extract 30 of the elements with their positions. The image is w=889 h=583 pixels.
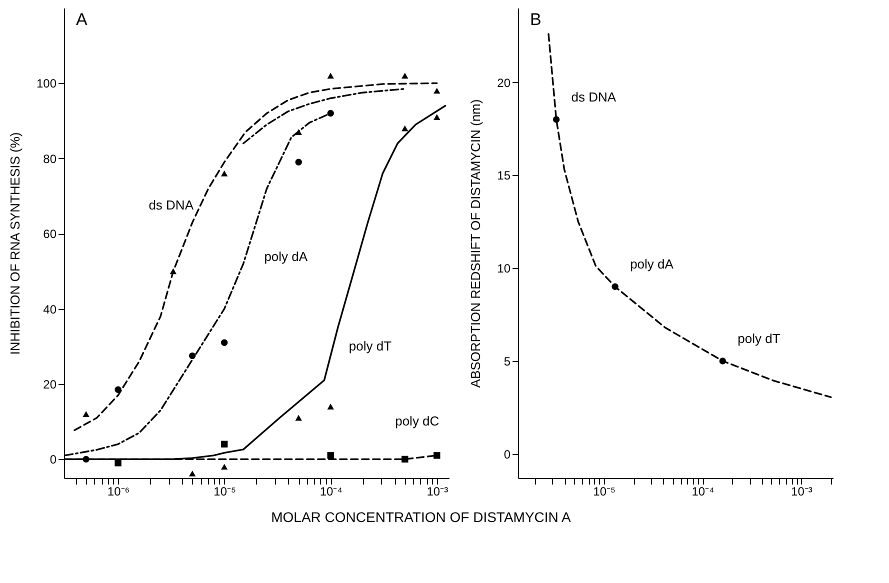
x-axis-title: MOLAR CONCENTRATION OF DISTAMYCIN A <box>271 509 572 525</box>
series-label: ds DNA <box>148 197 194 212</box>
y-tick-label: 80 <box>43 152 57 166</box>
y-tick-label: 100 <box>36 76 57 91</box>
x-tick-label: 10⁻⁵ <box>214 484 236 498</box>
text: poly dC <box>395 414 440 429</box>
annotation: poly dT <box>738 330 780 346</box>
x-tick-label: 10⁻⁴ <box>692 484 714 498</box>
y-tick-label: 20 <box>43 378 57 392</box>
y-axis-title: INHIBITION OF RNA SYNTHESIS (%) <box>7 132 22 355</box>
x-tick-label: 10⁻³ <box>791 484 812 498</box>
y-tick-label: 0 <box>50 452 57 467</box>
series-label: poly dT <box>348 338 392 354</box>
annotation: A <box>76 10 88 29</box>
annotation: poly dA <box>630 256 674 272</box>
x-tick-label: 10⁻⁴ <box>320 484 342 498</box>
x-tick-label: 10⁻⁵ <box>593 484 616 498</box>
annotation: B <box>530 10 542 29</box>
y-axis-title: ABSORPTION REDSHIFT OF DISTAMYCIN (nm) <box>468 99 484 388</box>
x-tick-label: 10⁻⁶ <box>107 484 130 498</box>
y-tick-label: 10 <box>497 262 511 276</box>
y-tick-label: 15 <box>497 168 511 183</box>
y-tick-label: 40 <box>43 302 57 316</box>
x-tick-label: 10⁻³ <box>426 484 448 498</box>
y-tick-label: 0 <box>504 447 511 462</box>
y-tick-label: 5 <box>504 354 511 368</box>
y-tick-label: 20 <box>497 76 511 90</box>
series-label: poly dA <box>264 249 308 264</box>
annotation: ds DNA <box>571 89 616 104</box>
y-tick-label: 60 <box>43 227 57 242</box>
